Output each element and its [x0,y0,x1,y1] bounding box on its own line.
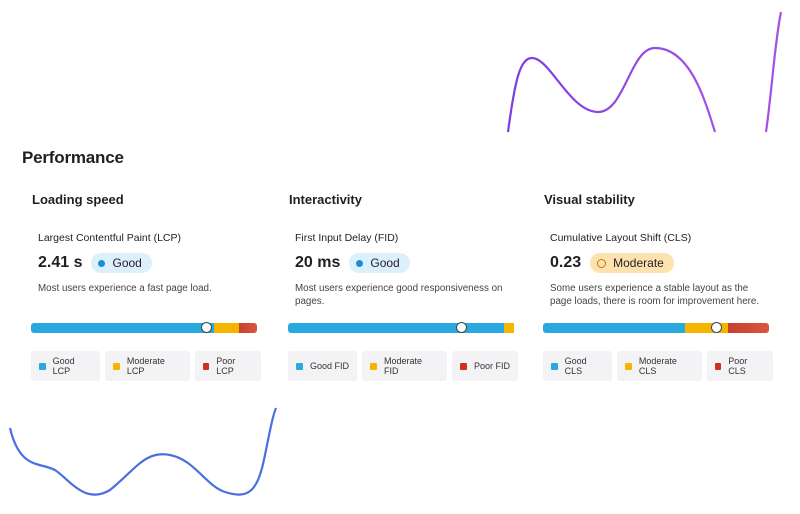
metric-name: First Input Delay (FID) [295,232,399,244]
legend-swatch [551,362,558,370]
status-badge: Moderate [590,253,674,273]
legend-swatch [39,362,46,370]
legend-label: Good CLS [564,356,587,376]
metric-value: 20 ms [295,254,341,271]
metric-description: Most users experience a fast page load. [38,283,212,294]
status-text: Moderate [613,256,664,270]
legend-label: Good LCP [52,356,75,376]
legend-swatch [714,362,722,370]
legend: Good CLS Moderate CLS Poor CLS [543,351,774,381]
legend-swatch [113,362,120,370]
bar-segment [31,323,215,333]
legend-swatch [296,362,303,370]
status-icon [356,259,364,267]
legend-label: Moderate FID [384,356,423,376]
legend-label: Poor CLS [728,356,748,376]
legend-item: Good FID [288,351,357,381]
legend-swatch [370,362,377,370]
bar-marker [201,322,213,333]
metric-row: 20 ms Good [295,253,518,273]
metric-row: 0.23 Moderate [550,253,773,273]
distribution-bar [543,322,769,333]
legend-item: Poor FID [452,351,518,381]
legend-item: Moderate CLS [617,351,702,381]
bar-marker [456,322,468,333]
metric-card: Loading speed Largest Contentful Paint (L… [31,192,262,381]
metric-value: 0.23 [550,254,582,271]
bar-segment [543,323,686,333]
metric-card: Visual stability Cumulative Layout Shift … [543,192,774,381]
legend-item: Good CLS [543,351,613,381]
status-icon [597,258,607,268]
status-text: Good [370,256,400,270]
card-heading: Visual stability [544,192,635,207]
bar-segment [503,323,514,333]
bar-segment [685,323,729,333]
legend-item: Good LCP [31,351,101,381]
bar-segment [214,323,239,333]
bar-segment [288,323,504,333]
legend: Good LCP Moderate LCP Poor LCP [31,351,262,381]
legend-label: Poor FID [474,361,511,371]
legend-swatch [460,362,467,370]
distribution-bar [288,322,514,333]
metric-description: Some users experience a stable layout as… [550,283,760,307]
status-text: Good [112,256,142,270]
bar-segment [238,323,257,333]
legend-swatch [202,362,210,370]
legend-label: Good FID [310,361,350,371]
metric-name: Cumulative Layout Shift (CLS) [550,232,692,244]
legend-item: Moderate FID [362,351,447,381]
metric-card: Interactivity First Input Delay (FID) 20 m… [288,192,518,381]
card-heading: Interactivity [289,192,362,207]
legend-item: Poor CLS [706,351,774,381]
legend-label: Moderate CLS [638,356,677,376]
legend-label: Poor LCP [216,356,236,376]
status-badge: Good [91,253,152,273]
legend-swatch [625,362,632,370]
legend-item: Moderate LCP [105,351,190,381]
bar-marker [711,322,723,333]
metric-description: Most users experience good responsivenes… [295,283,503,307]
metric-value: 2.41 s [38,254,83,271]
section-title: Performance [22,148,124,167]
legend-label: Moderate LCP [126,356,165,376]
card-heading: Loading speed [32,192,124,207]
metric-row: 2.41 s Good [38,253,261,273]
legend: Good FID Moderate FID Poor FID [288,351,518,381]
distribution-bar [31,322,257,333]
status-icon [98,259,106,267]
bar-segment [728,323,769,333]
status-badge: Good [349,253,410,273]
legend-item: Poor LCP [194,351,262,381]
metric-name: Largest Contentful Paint (LCP) [38,232,181,244]
